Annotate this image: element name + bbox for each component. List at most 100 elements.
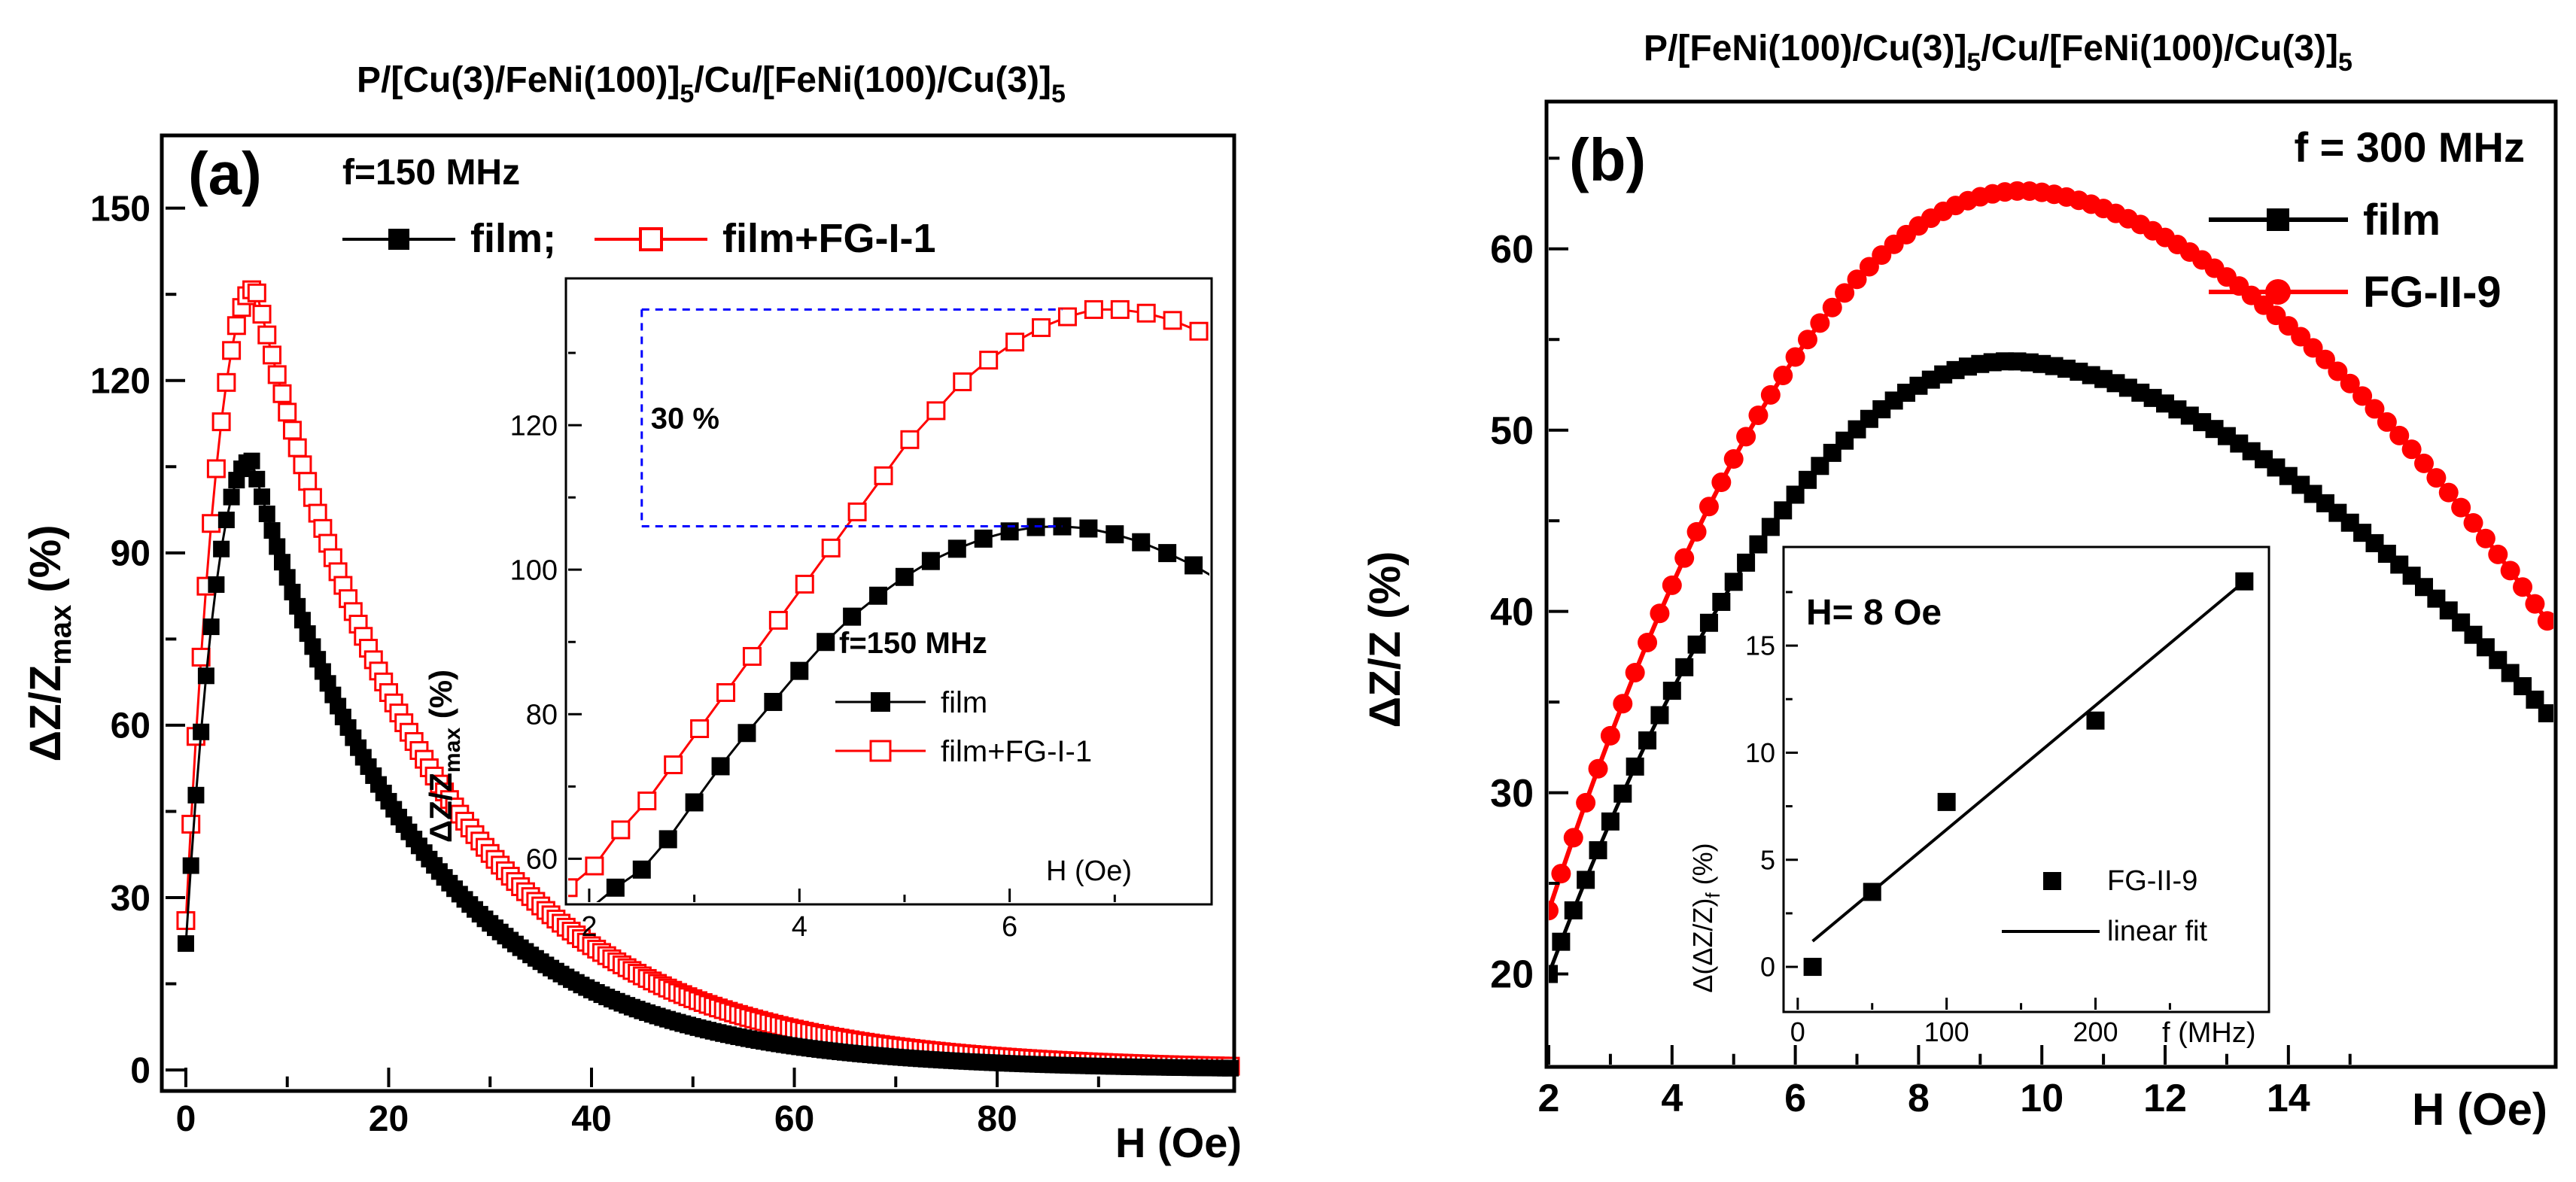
point-film bbox=[1712, 592, 1731, 611]
x-tick-label: 12 bbox=[2143, 1077, 2187, 1120]
point-treated bbox=[308, 503, 327, 523]
panel-a-axis-ticks: 0 20 40 60 80 0 30 60 90 120 150 bbox=[90, 189, 1100, 1139]
inset-point-film bbox=[974, 529, 993, 548]
point-film bbox=[1577, 871, 1595, 889]
inset-point-treated bbox=[568, 878, 578, 898]
x-tick-label: 40 bbox=[571, 1099, 611, 1139]
inset-point-treated bbox=[664, 755, 683, 775]
point-fg bbox=[2328, 361, 2348, 381]
point-treated bbox=[217, 372, 236, 392]
y-tick-label: 40 bbox=[1490, 591, 1534, 634]
inset-point-treated bbox=[874, 466, 893, 485]
point-film bbox=[299, 625, 316, 643]
inset-point-film bbox=[869, 586, 888, 605]
point-fg bbox=[1613, 694, 1633, 714]
y-tick-label: 80 bbox=[526, 700, 558, 731]
inset-point-film bbox=[738, 724, 756, 743]
panel-a-title: P/[Cu(3)/FeNi(100)]5/Cu/[FeNi(100)/Cu(3)… bbox=[357, 60, 1066, 108]
inset-point-film bbox=[1000, 522, 1019, 541]
point-film bbox=[304, 638, 321, 655]
panel-a-plot-frame bbox=[160, 133, 1236, 1093]
point-fg bbox=[1797, 330, 1817, 350]
svg-text:ΔZ/Zmax (%): ΔZ/Zmax (%) bbox=[423, 670, 465, 843]
panel-a-inset-legend: film film+FG-I-1 bbox=[835, 686, 1092, 768]
x-tick-label: 14 bbox=[2267, 1077, 2310, 1120]
y-tick-label: 100 bbox=[510, 555, 558, 586]
x-tick-label: 2 bbox=[1538, 1077, 1560, 1120]
inset-point-film bbox=[1185, 556, 1203, 575]
panel-b-inset-y-axis-label: Δ(ΔZ/Z)f (%) bbox=[1687, 843, 1724, 992]
inset-point-film bbox=[711, 757, 730, 776]
x-tick-label: 80 bbox=[977, 1099, 1017, 1139]
point-fg bbox=[1736, 427, 1756, 447]
panel-b-inset-frame bbox=[1782, 545, 2270, 1013]
point-treated bbox=[267, 365, 287, 384]
point-treated bbox=[227, 316, 246, 336]
x-tick-label: 8 bbox=[1908, 1077, 1930, 1120]
point-fg bbox=[1588, 758, 1608, 779]
point-film bbox=[289, 597, 306, 615]
inset-point-treated bbox=[1084, 299, 1103, 319]
legend-treated-marker bbox=[639, 227, 663, 251]
inset-point-treated bbox=[637, 792, 657, 811]
point-treated bbox=[222, 341, 242, 360]
point-film bbox=[1222, 1059, 1239, 1077]
point-film bbox=[258, 505, 275, 522]
y-tick-label: 10 bbox=[1745, 737, 1775, 768]
panel-b: P/[FeNi(100)/Cu(3)]5/Cu/[FeNi(100)/Cu(3)… bbox=[1361, 29, 2558, 1135]
point-treated bbox=[206, 459, 226, 479]
y-tick-label: 30 bbox=[111, 879, 151, 919]
inset-point-film bbox=[632, 860, 651, 879]
inset-point-film bbox=[764, 692, 783, 711]
inset-point-treated bbox=[926, 401, 946, 421]
point-film bbox=[1638, 731, 1657, 750]
inset-point-treated bbox=[900, 430, 920, 449]
inset-point-treated bbox=[716, 682, 736, 702]
panel-a-inset-axis-ticks: 2 4 6 60 80 100 120 bbox=[510, 351, 1116, 943]
point-film bbox=[1774, 501, 1793, 520]
point-film bbox=[1687, 635, 1706, 654]
point-film bbox=[278, 569, 296, 586]
point-film bbox=[208, 576, 225, 593]
point-film bbox=[273, 554, 290, 571]
legend-film-label: film; bbox=[470, 216, 556, 261]
inset-point-treated bbox=[690, 719, 710, 738]
y-tick-label: 150 bbox=[90, 189, 151, 229]
guide-label: 30 % bbox=[651, 402, 719, 435]
panel-b-inset-legend: FG-II-9 linear fit bbox=[2002, 865, 2207, 947]
x-tick-label: 2 bbox=[581, 911, 597, 943]
point-film bbox=[269, 538, 286, 555]
point-fg bbox=[1773, 366, 1793, 386]
point-film bbox=[223, 488, 240, 506]
inset-point-film bbox=[1158, 544, 1177, 563]
inset-point-treated bbox=[821, 538, 841, 558]
x-tick-label: 200 bbox=[2073, 1016, 2118, 1047]
point-fg bbox=[2525, 594, 2545, 614]
point-fg bbox=[2451, 497, 2471, 518]
panel-a-inset-y-axis-label: ΔZ/Zmax (%) bbox=[423, 670, 465, 843]
panel-b-inset-x-axis-label: f (MHz) bbox=[2162, 1017, 2256, 1049]
point-fg bbox=[2488, 544, 2508, 564]
inset-point-treated bbox=[611, 820, 631, 840]
inset-point bbox=[2235, 572, 2254, 591]
panel-b-label: (b) bbox=[1569, 126, 1646, 193]
point-film bbox=[293, 612, 311, 629]
panel-b-x-axis-label: H (Oe) bbox=[2412, 1084, 2547, 1135]
point-fg bbox=[2537, 611, 2553, 631]
x-tick-label: 20 bbox=[369, 1099, 409, 1139]
point-film bbox=[243, 452, 260, 469]
inset-point-treated bbox=[768, 610, 788, 630]
inset-point-treated bbox=[1163, 311, 1182, 330]
point-fg bbox=[1638, 632, 1658, 652]
point-film bbox=[1737, 553, 1756, 572]
y-tick-label: 15 bbox=[1745, 631, 1775, 661]
inset-point-treated bbox=[1005, 333, 1025, 352]
inset-point-treated bbox=[847, 502, 867, 521]
y-tick-label: 60 bbox=[111, 706, 151, 746]
point-film bbox=[248, 470, 266, 488]
point-fg bbox=[1822, 297, 1842, 318]
x-tick-label: 10 bbox=[2020, 1077, 2064, 1120]
inset-point bbox=[1937, 792, 1956, 811]
point-fg bbox=[2377, 412, 2397, 432]
inset-point-film bbox=[1132, 533, 1151, 551]
